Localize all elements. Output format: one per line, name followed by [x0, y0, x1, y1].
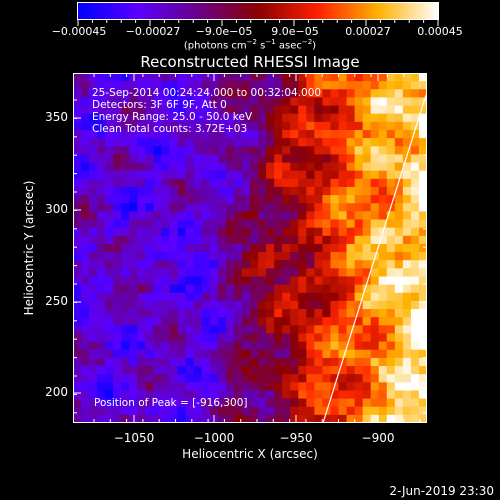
solar-limb-line	[322, 94, 427, 423]
y-axis-label: Heliocentric Y (arcsec)	[22, 180, 36, 316]
rhessi-image-canvas	[73, 73, 427, 423]
x-axis-label: Heliocentric X (arcsec)	[182, 447, 318, 461]
colorbar-ticks	[77, 20, 439, 26]
peak-position-text: Position of Peak = [-916,300]	[94, 397, 248, 409]
colorbar-tick-label: −9.0e−05	[195, 25, 253, 38]
colorbar-tick-label: −0.00027	[125, 25, 181, 38]
y-tick-label: 250	[45, 294, 68, 308]
colorbar-tick-label: −0.00045	[51, 25, 107, 38]
colorbar-unit-label: (photons cm−2 s−1 asec−2)	[183, 38, 317, 52]
y-tick-label: 200	[45, 385, 68, 399]
detectors-text: Detectors: 3F 6F 9F, Att 0	[92, 99, 227, 111]
observation-info: 25-Sep-2014 00:24:24.000 to 00:32:04.000…	[92, 87, 321, 135]
x-tick-label: −1050	[113, 431, 155, 445]
x-tick-label: −1000	[193, 431, 235, 445]
clean-counts-text: Clean Total counts: 3.72E+03	[92, 123, 248, 135]
image-title: Reconstructed RHESSI Image	[140, 53, 360, 71]
plot-timestamp: 2-Jun-2019 23:30	[389, 484, 494, 498]
x-tick-label: −900	[361, 431, 395, 445]
color-scale-bar	[77, 2, 439, 20]
colorbar-tick-label: 9.0e−05	[271, 25, 319, 38]
colorbar-tick-label: 0.00045	[417, 25, 463, 38]
time-range-text: 25-Sep-2014 00:24:24.000 to 00:32:04.000	[92, 87, 322, 99]
x-tick-label: −950	[279, 431, 313, 445]
y-tick-label: 350	[45, 110, 68, 124]
energy-range-text: Energy Range: 25.0 - 50.0 keV	[92, 111, 253, 123]
plot-frame	[73, 73, 427, 423]
colorbar-tick-label: 0.00027	[345, 25, 391, 38]
y-tick-label: 300	[45, 202, 68, 216]
